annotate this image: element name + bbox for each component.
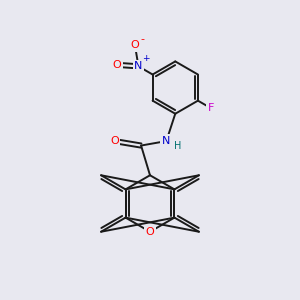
Text: -: - <box>140 34 144 44</box>
Text: O: O <box>110 136 119 146</box>
Text: N: N <box>134 61 142 71</box>
Text: O: O <box>146 227 154 237</box>
Text: O: O <box>130 40 139 50</box>
Text: F: F <box>208 103 214 113</box>
Text: +: + <box>142 54 150 63</box>
Text: N: N <box>162 136 170 146</box>
Text: H: H <box>174 141 181 152</box>
Text: O: O <box>113 60 122 70</box>
